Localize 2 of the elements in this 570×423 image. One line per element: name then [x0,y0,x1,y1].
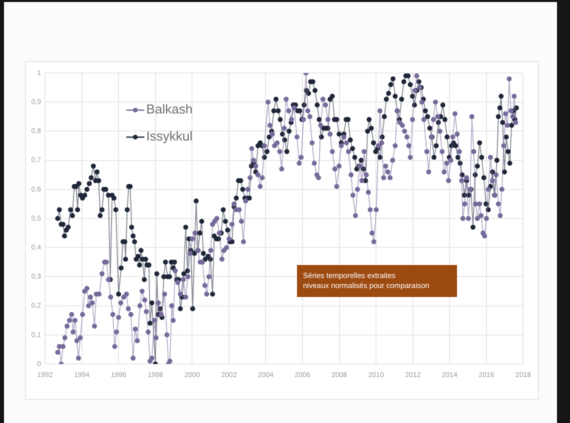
legend-label: Balkash [146,102,193,117]
legend-label: Issykkul [146,128,193,144]
